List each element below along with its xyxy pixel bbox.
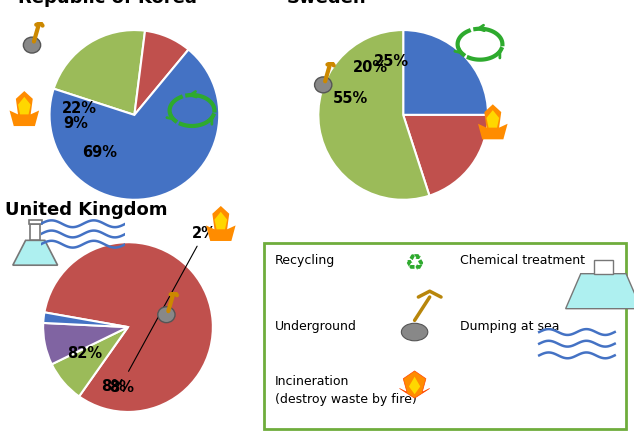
Text: 25%: 25%	[374, 53, 409, 69]
Text: 8%: 8%	[100, 379, 125, 394]
Polygon shape	[399, 371, 429, 398]
Ellipse shape	[401, 323, 428, 341]
Bar	[30, 224, 40, 240]
Wedge shape	[54, 30, 145, 115]
Text: 20%: 20%	[353, 60, 388, 75]
Wedge shape	[52, 327, 128, 396]
Text: 82%: 82%	[67, 346, 102, 361]
Text: 2%: 2%	[129, 226, 216, 371]
Wedge shape	[318, 30, 429, 200]
Ellipse shape	[23, 37, 41, 53]
Ellipse shape	[158, 307, 175, 323]
Wedge shape	[44, 312, 128, 327]
Polygon shape	[13, 240, 58, 265]
Wedge shape	[44, 242, 213, 412]
Text: Dumping at sea: Dumping at sea	[460, 320, 559, 333]
Text: Incineration
(destroy waste by fire): Incineration (destroy waste by fire)	[275, 375, 417, 406]
FancyBboxPatch shape	[264, 243, 626, 429]
Ellipse shape	[315, 77, 332, 93]
Polygon shape	[10, 91, 39, 126]
Polygon shape	[478, 104, 508, 139]
Text: Republic of Korea: Republic of Korea	[18, 0, 196, 7]
Wedge shape	[403, 30, 488, 115]
Text: Sweden: Sweden	[287, 0, 366, 7]
Text: 8%: 8%	[109, 381, 134, 395]
Wedge shape	[49, 50, 220, 200]
Text: 55%: 55%	[333, 91, 368, 106]
Polygon shape	[566, 274, 640, 309]
Polygon shape	[214, 212, 227, 229]
Text: Underground: Underground	[275, 320, 356, 333]
Text: United Kingdom: United Kingdom	[5, 202, 168, 219]
Polygon shape	[409, 377, 420, 394]
Text: Recycling: Recycling	[275, 254, 335, 267]
Text: ♻: ♻	[404, 254, 424, 274]
Bar	[29, 221, 42, 224]
Bar	[594, 260, 613, 274]
Polygon shape	[206, 206, 236, 241]
Wedge shape	[403, 115, 488, 196]
Polygon shape	[486, 110, 499, 128]
Text: 69%: 69%	[83, 145, 118, 160]
Polygon shape	[18, 97, 31, 114]
Text: 9%: 9%	[63, 116, 88, 131]
Text: 22%: 22%	[62, 101, 97, 116]
Text: Chemical treatment: Chemical treatment	[460, 254, 585, 267]
Wedge shape	[43, 323, 128, 364]
Wedge shape	[134, 31, 189, 115]
